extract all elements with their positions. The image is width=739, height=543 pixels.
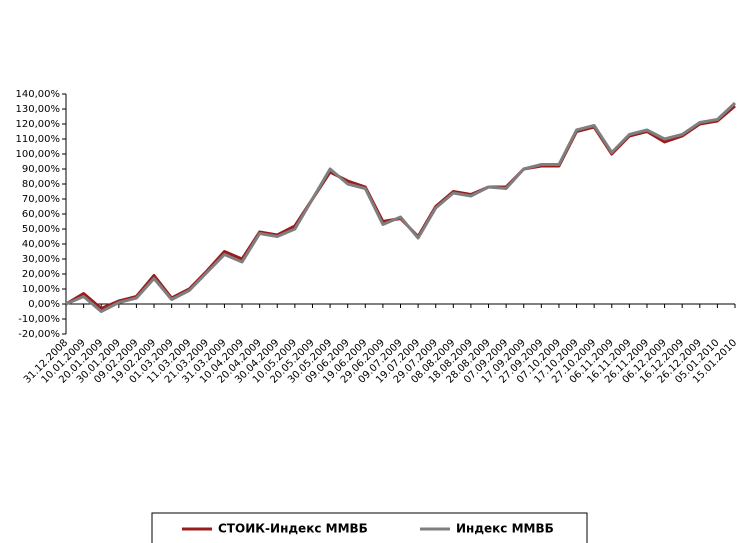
y-tick-label: 40,00%	[22, 239, 60, 250]
y-tick-label: 140,00%	[16, 89, 61, 100]
y-tick-label: 20,00%	[22, 269, 60, 280]
y-tick-label: -20,00%	[18, 329, 60, 340]
y-tick-label: 110,00%	[16, 134, 61, 145]
legend-label: Индекс ММВБ	[456, 522, 554, 536]
y-tick-label: 10,00%	[22, 284, 60, 295]
y-tick-label: 30,00%	[22, 254, 60, 265]
y-tick-label: 90,00%	[22, 164, 60, 175]
y-tick-label: -10,00%	[18, 314, 60, 325]
legend-box	[151, 512, 588, 543]
series-line	[65, 104, 736, 310]
series-line	[65, 101, 737, 313]
y-tick-label: 80,00%	[22, 179, 60, 190]
y-tick-label: 70,00%	[22, 194, 60, 205]
y-tick-label: 120,00%	[16, 119, 61, 130]
y-tick-label: 130,00%	[16, 104, 61, 115]
y-tick-label: 0,00%	[28, 299, 60, 310]
y-tick-label: 60,00%	[22, 209, 60, 220]
y-tick-label: 50,00%	[22, 224, 60, 235]
y-tick-label: 100,00%	[16, 149, 61, 160]
legend-label: СТОИК-Индекс ММВБ	[218, 522, 368, 536]
